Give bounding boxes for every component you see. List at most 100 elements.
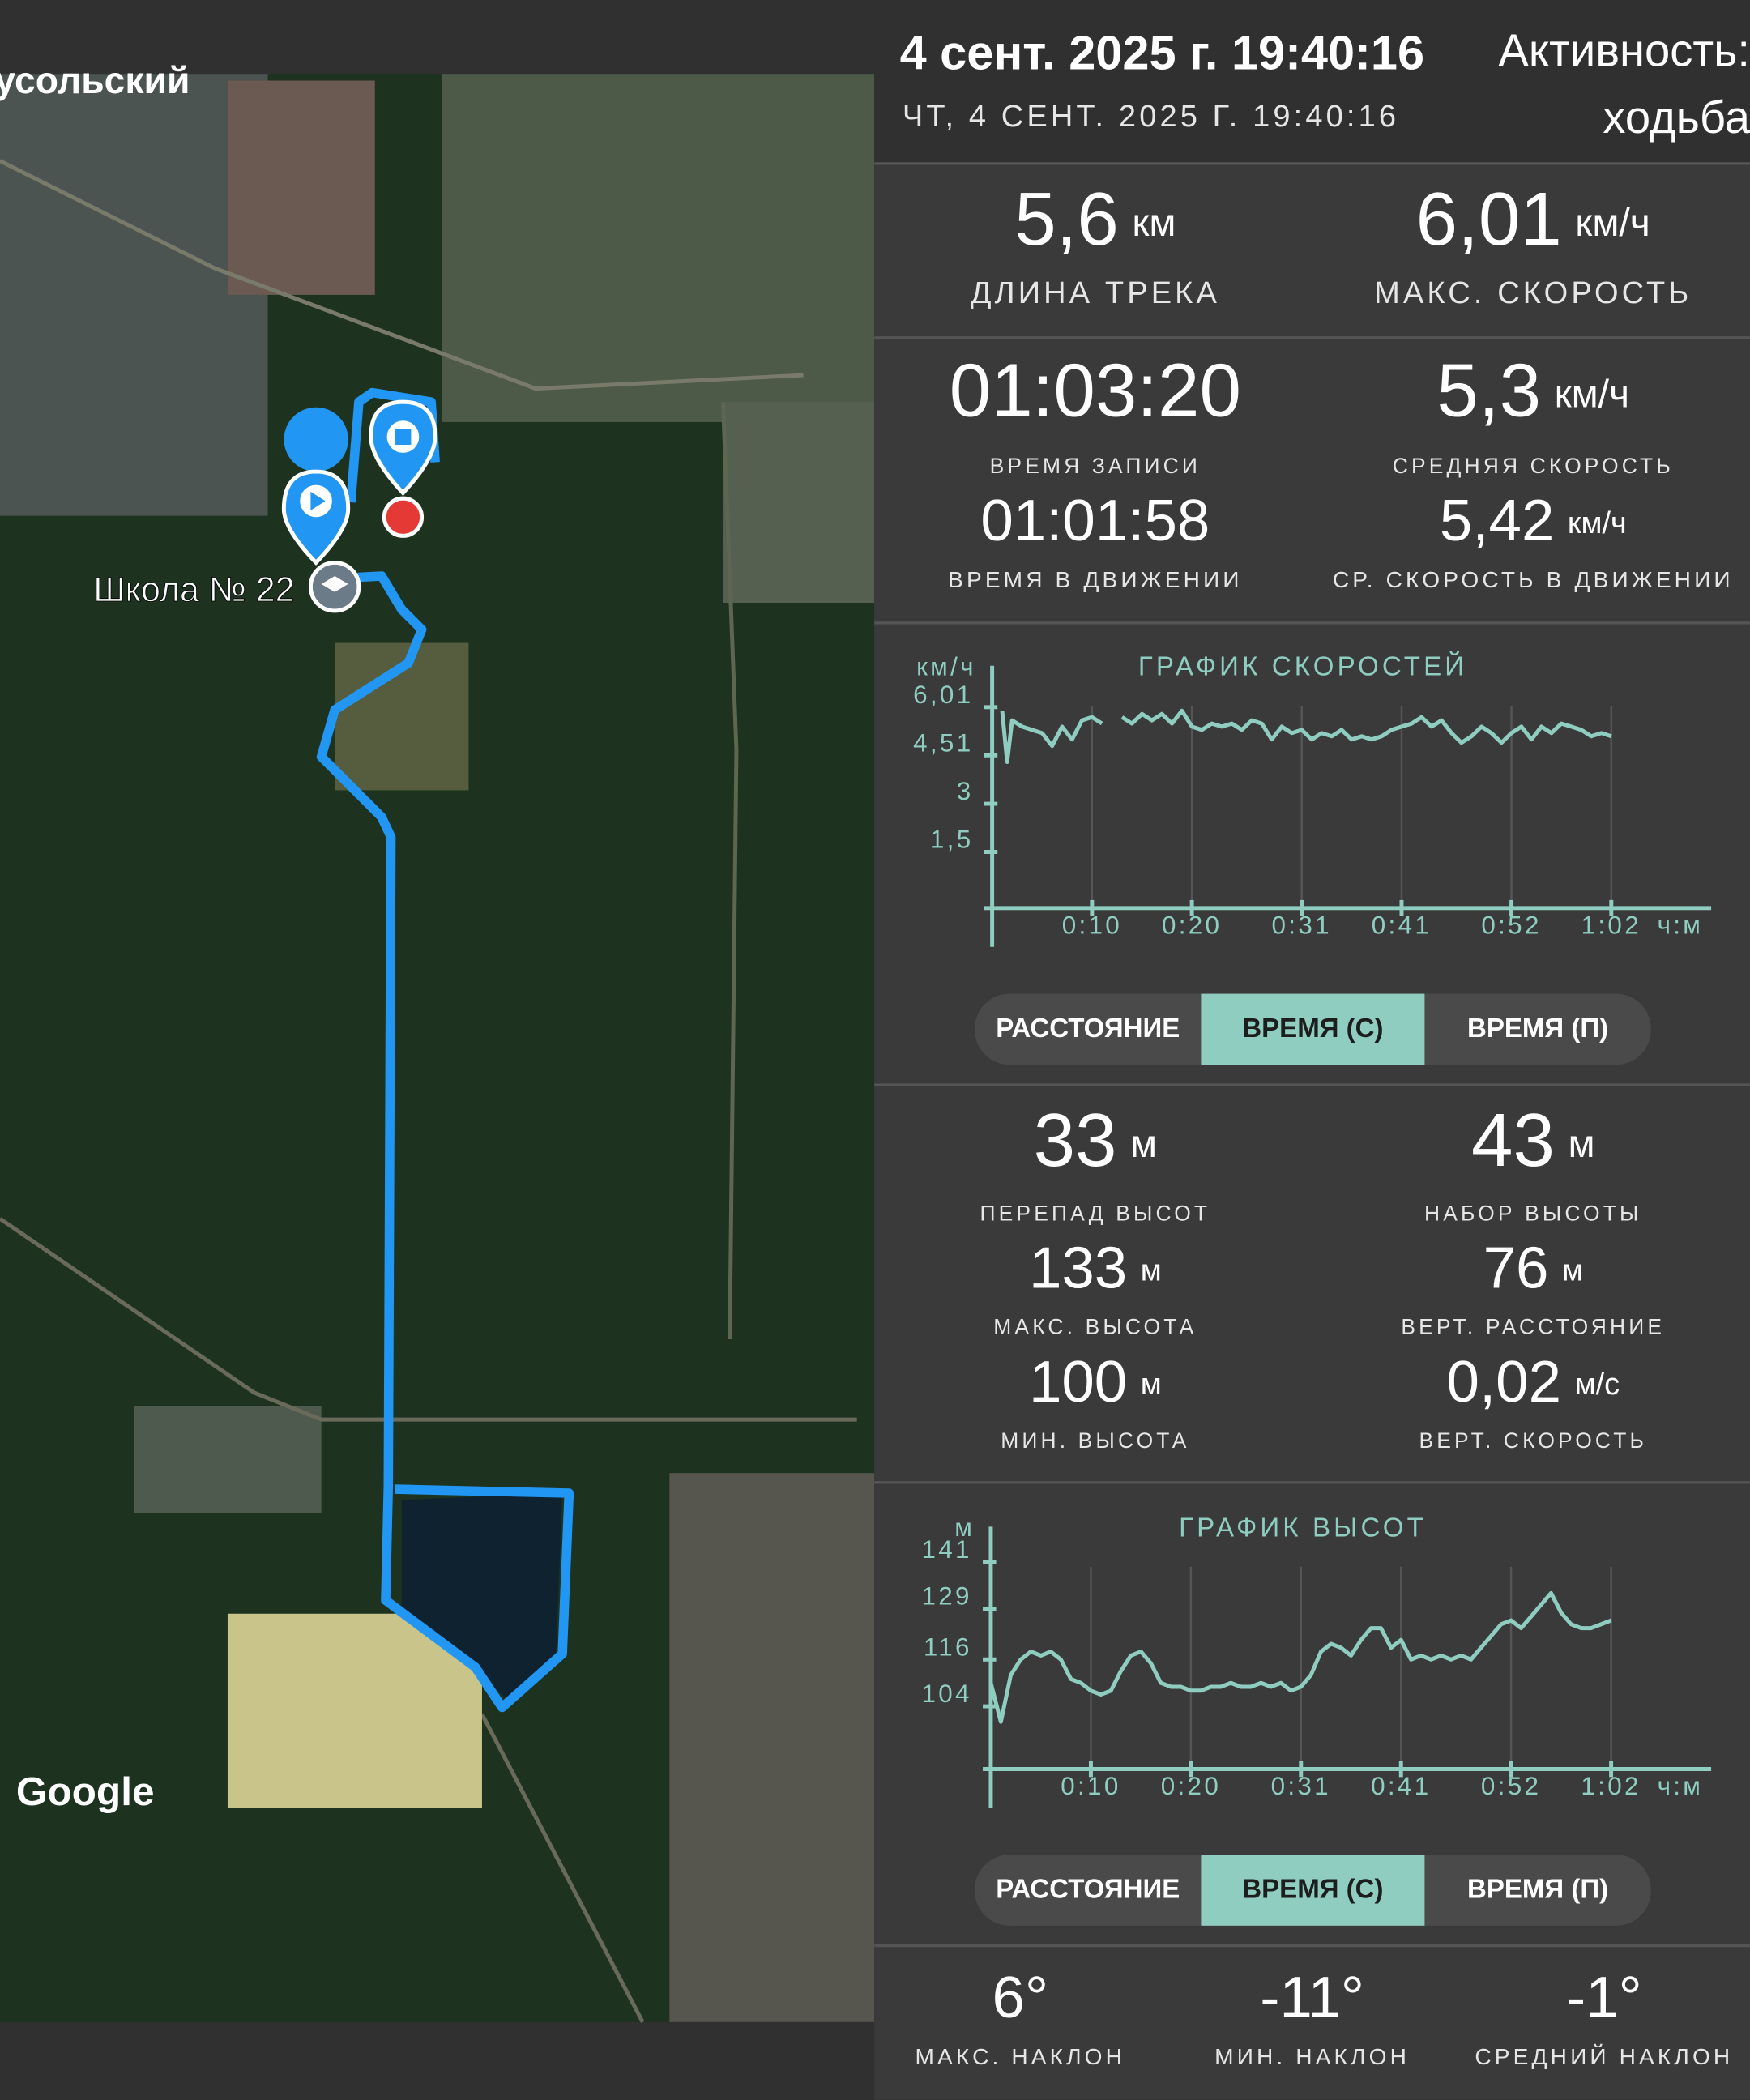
value: 5,3	[1436, 348, 1541, 433]
x-tick-label: 0:20	[1162, 911, 1222, 939]
stat-label: ДЛИНА ТРЕКА	[971, 276, 1220, 310]
unit: км	[1132, 201, 1176, 245]
stat-value: 133 м	[1029, 1236, 1162, 1301]
value: 6°	[992, 1965, 1049, 2030]
value: 33	[1034, 1098, 1117, 1182]
stat-label: МИН. НАКЛОН	[1214, 2044, 1410, 2069]
tab-label: ВРЕМЯ (С)	[1242, 1875, 1383, 1905]
stat-label: МИН. ВЫСОТА	[1001, 1428, 1189, 1453]
x-tick-label: 0:41	[1371, 1772, 1431, 1800]
chart-title: ГРАФИК СКОРОСТЕЙ	[1138, 651, 1467, 682]
unit: м	[1141, 1368, 1162, 1402]
chart-title: ГРАФИК ВЫСОТ	[1179, 1513, 1427, 1543]
map-poi-label: Школа № 22	[93, 570, 294, 609]
stat-label: НАБОР ВЫСОТЫ	[1424, 1201, 1642, 1225]
data-line	[988, 1590, 1612, 1724]
value: 5,6	[1014, 177, 1119, 261]
x-axis-label: ч:м	[1658, 911, 1704, 939]
tab[interactable]	[1201, 993, 1425, 1065]
stat-value: -1°	[1566, 1965, 1642, 2030]
x-tick-label: 0:52	[1481, 911, 1541, 939]
y-tick-label: 104	[922, 1680, 972, 1708]
x-tick-label: 0:20	[1161, 1772, 1221, 1800]
stat-value: 6,01 км/ч	[1416, 177, 1650, 261]
unit: м	[1568, 1122, 1594, 1166]
stat-label: ПЕРЕПАД ВЫСОТ	[980, 1201, 1211, 1225]
stat-value: 33 м	[1034, 1098, 1158, 1182]
stat-value: 0,02 м/с	[1447, 1349, 1620, 1415]
unit: м	[1141, 1253, 1162, 1287]
stat-label: ВРЕМЯ В ДВИЖЕНИИ	[948, 567, 1243, 592]
y-tick-label: 141	[922, 1535, 972, 1564]
stat-value: 6°	[992, 1965, 1049, 2030]
y-tick-label: 1,5	[930, 826, 974, 854]
stat-label: МАКС. НАКЛОН	[916, 2044, 1126, 2069]
value: 6,01	[1416, 177, 1562, 261]
stat-value: 01:01:58	[980, 488, 1210, 553]
y-tick-label: 4,51	[913, 728, 973, 757]
value: 76	[1483, 1236, 1549, 1301]
value: 01:03:20	[950, 348, 1241, 433]
unit: м	[1130, 1122, 1157, 1166]
activity-label: Активность:	[1498, 24, 1750, 75]
value: 5,42	[1440, 488, 1555, 553]
unit: м/с	[1575, 1368, 1620, 1402]
stat-label: ВЕРТ. РАССТОЯНИЕ	[1401, 1315, 1665, 1339]
map-place-label: усольский	[0, 59, 190, 101]
value: 133	[1029, 1236, 1127, 1301]
x-tick-label: 1:02	[1581, 1772, 1641, 1800]
x-tick-label: 0:10	[1061, 1772, 1120, 1800]
y-tick-label: 116	[924, 1633, 972, 1661]
stat-value: 100 м	[1029, 1349, 1162, 1415]
stat-label: МАКС. ВЫСОТА	[993, 1315, 1197, 1339]
stat-label: ВРЕМЯ ЗАПИСИ	[990, 454, 1201, 478]
stat-label: СР. СКОРОСТЬ В ДВИЖЕНИИ	[1333, 567, 1734, 592]
unit: км/ч	[1568, 506, 1627, 540]
stat-label: СРЕДНЯЯ СКОРОСТЬ	[1393, 454, 1674, 478]
y-tick-label: 129	[922, 1582, 972, 1611]
tab-label: РАССТОЯНИЕ	[996, 1014, 1180, 1044]
x-tick-label: 1:02	[1581, 911, 1641, 939]
x-tick-label: 0:10	[1062, 911, 1122, 939]
unit: км/ч	[1575, 201, 1650, 245]
activity-value: ходьба	[1603, 92, 1750, 143]
header-title: 4 сент. 2025 г. 19:40:16	[900, 25, 1425, 79]
x-tick-label: 0:31	[1272, 911, 1332, 939]
x-tick-label: 0:41	[1372, 911, 1432, 939]
stat-value: 01:03:20	[950, 348, 1241, 433]
tab-label: ВРЕМЯ (С)	[1242, 1014, 1383, 1044]
stat-label: МАКС. СКОРОСТЬ	[1374, 276, 1692, 310]
stat-value: 43 м	[1471, 1098, 1595, 1182]
x-axis-label: ч:м	[1658, 1772, 1704, 1800]
tab[interactable]	[1201, 1855, 1425, 1926]
tab-label: РАССТОЯНИЕ	[996, 1875, 1180, 1905]
data-line	[1000, 710, 1103, 764]
unit: км/ч	[1555, 372, 1630, 416]
value: 43	[1471, 1098, 1555, 1182]
stat-value: -11°	[1260, 1965, 1364, 2030]
y-tick-label: 3	[957, 777, 974, 805]
value: 01:01:58	[980, 488, 1210, 553]
value: -11°	[1260, 1965, 1364, 2030]
y-axis-label: км/ч	[916, 652, 976, 681]
stat-label: ВЕРТ. СКОРОСТЬ	[1419, 1428, 1647, 1453]
stat-label: СРЕДНИЙ НАКЛОН	[1475, 2044, 1733, 2069]
x-tick-label: 0:52	[1481, 1772, 1541, 1800]
tab-label: ВРЕМЯ (П)	[1467, 1014, 1608, 1044]
map[interactable]	[0, 74, 875, 2023]
unit: м	[1562, 1253, 1583, 1287]
stat-value: 5,3 км/ч	[1436, 348, 1629, 433]
y-axis-label: м	[954, 1513, 975, 1542]
value: 0,02	[1447, 1349, 1562, 1415]
header-bg	[874, 0, 1750, 164]
stat-value: 5,42 км/ч	[1440, 488, 1627, 553]
x-tick-label: 0:31	[1271, 1772, 1331, 1800]
data-line	[1120, 708, 1612, 745]
header-subtitle: ЧТ, 4 СЕНТ. 2025 Г. 19:40:16	[903, 100, 1399, 134]
tab-label: ВРЕМЯ (П)	[1467, 1875, 1608, 1905]
y-tick-label: 6,01	[913, 681, 973, 709]
stat-value: 5,6 км	[1014, 177, 1176, 261]
value: -1°	[1566, 1965, 1642, 2030]
